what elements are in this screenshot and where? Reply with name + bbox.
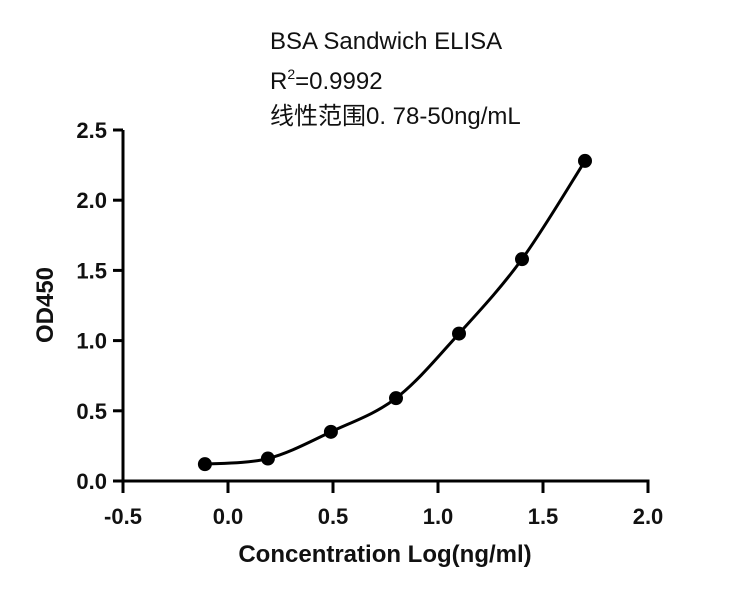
r-label: R [270, 68, 288, 95]
data-point [323, 424, 338, 439]
x-tick-label: 2.0 [633, 504, 664, 529]
x-axis-title: Concentration Log(ng/ml) [238, 541, 531, 568]
data-point [389, 391, 403, 406]
chart-title: BSA Sandwich ELISA [270, 28, 503, 55]
r-superscript: 2 [287, 66, 296, 82]
x-tick-label: 1.0 [423, 504, 454, 529]
r-value: =0.9992 [295, 68, 383, 95]
x-tick-label: -0.5 [104, 504, 142, 529]
data-point [452, 326, 466, 341]
data-point [260, 451, 275, 466]
y-tick-label: 0.0 [76, 469, 107, 494]
y-tick-label: 0.5 [76, 399, 107, 424]
x-axis: -0.5 0.0 0.5 1.0 1.5 2.0 [104, 479, 664, 529]
y-tick-label: 2.5 [76, 118, 107, 143]
data-markers [197, 153, 592, 472]
data-point [578, 153, 592, 168]
y-tick-label: 1.0 [76, 329, 107, 354]
x-tick-label: 1.5 [528, 504, 559, 529]
linear-range-annotation: 线性范围0. 78-50ng/mL [270, 103, 521, 130]
fit-curve [204, 160, 587, 466]
y-axis-title: OD450 [32, 267, 59, 343]
y-tick-label: 2.0 [76, 188, 107, 213]
x-tick-label: 0.5 [318, 504, 349, 529]
y-tick-label: 1.5 [76, 258, 107, 283]
x-tick-label: 0.0 [213, 504, 244, 529]
data-point [515, 252, 529, 267]
y-axis: 0.0 0.5 1.0 1.5 2.0 2.5 [76, 118, 125, 494]
r-squared-annotation: R2=0.9992 [270, 67, 383, 94]
data-point [197, 457, 212, 472]
